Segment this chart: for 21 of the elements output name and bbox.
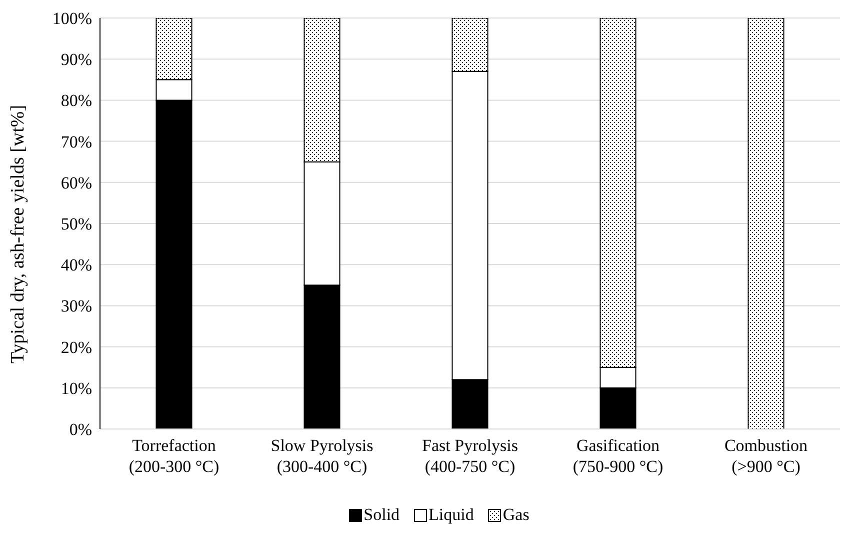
- y-tick-label: 30%: [60, 296, 92, 316]
- y-tick-label: 40%: [60, 256, 92, 275]
- y-tick-label: 0%: [69, 420, 92, 440]
- bar: [748, 18, 784, 429]
- y-tick-label: 100%: [52, 9, 92, 28]
- legend-label: Solid: [362, 505, 400, 525]
- y-tick-label: 50%: [60, 214, 92, 234]
- y-tick-label: 20%: [60, 338, 92, 357]
- y-tick-label: 80%: [60, 91, 92, 110]
- x-tick-label: Slow Pyrolysis (300-400 °C): [270, 436, 374, 476]
- y-tick-label: 90%: [60, 50, 92, 70]
- y-tick-label: 10%: [60, 378, 92, 398]
- x-tick-label: Combustion (>900 °C): [724, 436, 808, 476]
- y-tick-label: 60%: [60, 173, 92, 192]
- legend-label: Gas: [502, 505, 530, 525]
- y-axis-title: Typical dry, ash-free yields [wt%]: [8, 104, 29, 364]
- x-tick-label: Torrefaction (200-300 °C): [128, 436, 220, 476]
- x-tick-label: Fast Pyrolysis (400-750 °C): [422, 436, 518, 476]
- y-tick-label: 70%: [60, 132, 92, 152]
- x-tick-label: Gasification (750-900 °C): [572, 436, 664, 476]
- legend-label: Liquid: [428, 505, 474, 525]
